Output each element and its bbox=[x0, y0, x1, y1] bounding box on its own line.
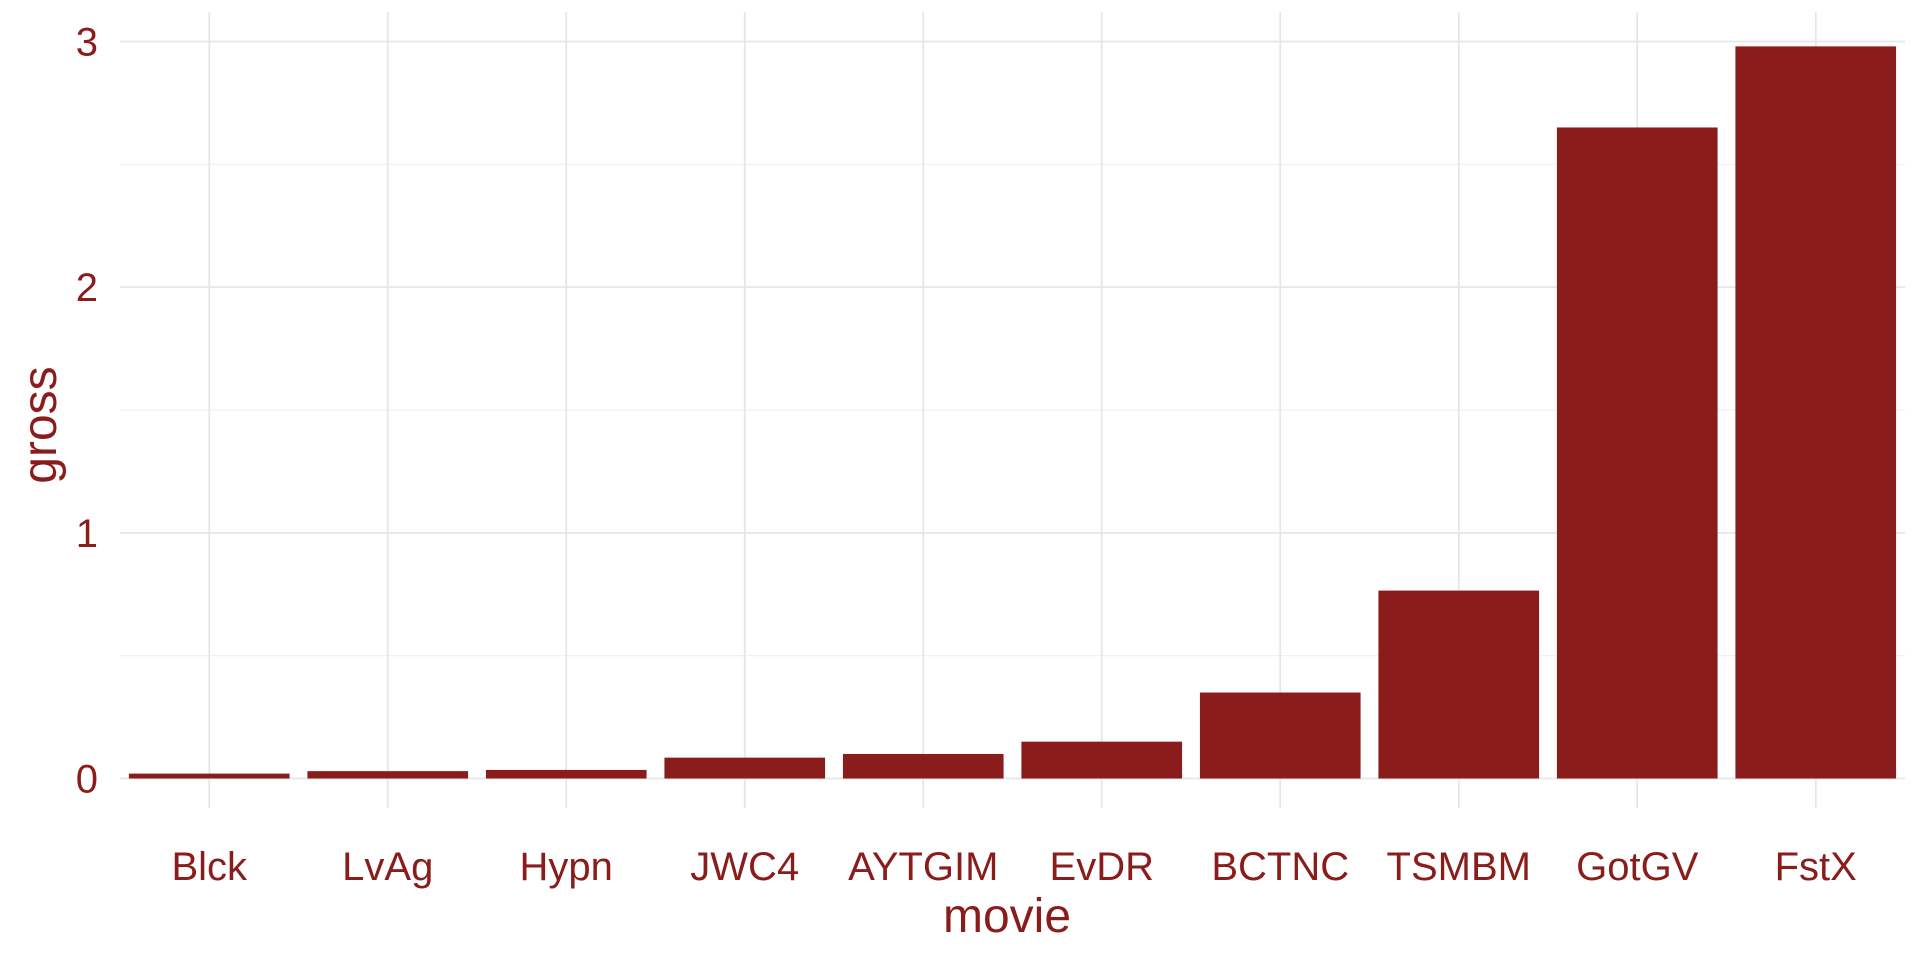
x-tick-label: TSMBM bbox=[1387, 845, 1531, 889]
x-axis-title: movie bbox=[943, 890, 1071, 943]
bar bbox=[1556, 127, 1718, 779]
bar-series bbox=[128, 46, 1897, 779]
bar bbox=[1735, 46, 1897, 779]
x-tick-label: Blck bbox=[171, 845, 248, 889]
y-axis-title: gross bbox=[14, 366, 67, 483]
x-tick-label: FstX bbox=[1775, 845, 1857, 889]
x-tick-label: LvAg bbox=[342, 845, 433, 889]
x-tick-label: GotGV bbox=[1576, 845, 1699, 889]
y-tick-label: 3 bbox=[76, 20, 98, 64]
x-axis-ticks: Blck LvAg Hypn JWC4 AYTGIM EvDR BCTNC TSMBM GotG… bbox=[171, 845, 1856, 889]
x-tick-label: AYTGIM bbox=[848, 845, 998, 889]
y-tick-label: 2 bbox=[76, 266, 98, 310]
bar bbox=[128, 773, 290, 779]
bar bbox=[664, 757, 826, 779]
x-tick-label: Hypn bbox=[520, 845, 613, 889]
x-tick-label: BCTNC bbox=[1211, 845, 1349, 889]
bar bbox=[1021, 741, 1183, 779]
x-tick-label: JWC4 bbox=[690, 845, 799, 889]
bar bbox=[1378, 590, 1540, 779]
y-axis-ticks: 0 1 2 3 bbox=[76, 20, 98, 801]
bar bbox=[1199, 692, 1361, 779]
bar bbox=[842, 753, 1004, 779]
bar bbox=[307, 771, 469, 779]
grid-lines bbox=[120, 12, 1905, 808]
x-tick-label: EvDR bbox=[1050, 845, 1154, 889]
y-tick-label: 0 bbox=[76, 758, 98, 802]
bar bbox=[485, 769, 647, 779]
y-tick-label: 1 bbox=[76, 512, 98, 556]
